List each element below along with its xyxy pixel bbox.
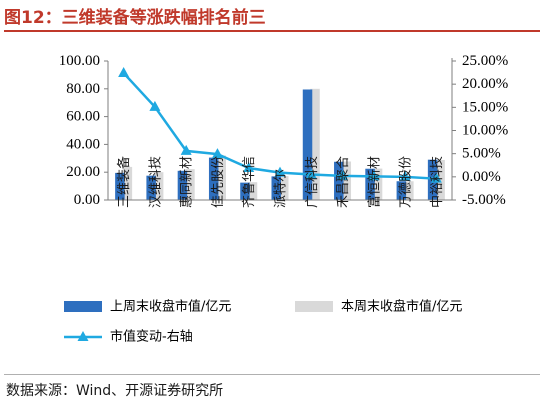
bar-this-week [122,166,133,200]
bar-last-week [396,181,407,200]
bar-last-week [240,182,250,200]
y-right-tick-label: 10.00% [462,123,508,139]
bar-last-week [146,175,156,200]
legend-label-change: 市值变动-右轴 [110,329,193,345]
change-line [122,72,437,180]
legend-swatch-this-week [295,301,333,312]
change-point [149,100,161,111]
category-label: 汉维科技 [148,156,163,208]
y-right-tick-label: 5.00% [462,146,501,162]
bar-last-week [208,157,219,200]
bar-this-week [310,88,320,200]
category-label: 禾昌聚合 [336,156,351,208]
bar-last-week [302,89,313,200]
y-left-tick-label: 80.00 [66,81,100,97]
y-left-tick-label: 0.00 [74,192,100,208]
change-point [211,148,223,159]
change-point [180,144,192,155]
axes-layer: 0.00 20.00 40.00 60.00 80.00 100.00 -5.00% 0.00… [59,53,509,208]
category-label: 广信科技 [305,156,320,208]
legend-marker-change [77,331,89,341]
y-left-tick-label: 100.00 [59,53,100,69]
bar-last-week [115,172,125,200]
y-right-tick-label: -5.00% [462,192,506,208]
line-layer [118,67,442,183]
source-note: 数据来源：Wind、开源证券研究所 [6,383,224,399]
title-rule [4,30,540,32]
legend-label-last-week: 上周末收盘市值/亿元 [110,299,231,315]
y-left-tick-label: 40.00 [66,136,100,152]
change-point [243,162,255,173]
y-right-tick-label: 25.00% [462,53,508,69]
change-point [337,169,349,180]
bar-this-week [341,161,352,200]
change-point [430,172,442,183]
bar-last-week [334,161,344,200]
bar-this-week [279,176,289,200]
category-label: 富恒新材 [366,156,382,208]
category-label: 佳先股份 [211,156,226,208]
bar-this-week [404,181,414,200]
category-labels: 三维装备 汉维科技 惠同新材 佳先股份 齐鲁华信 派特尔 广信科技 禾昌聚合 富恒新材 万德股份 中… [116,156,445,208]
y-right-tick-label: 15.00% [462,99,508,115]
legend-label-this-week: 本周末收盘市值/亿元 [341,299,462,315]
category-label: 三维装备 [116,156,132,208]
y-right-tick-label: 0.00% [462,169,501,185]
figure-title: 图12：三维装备等涨跌幅排名前三 [4,8,266,28]
category-label: 中裕科技 [430,156,445,208]
change-point [305,168,317,179]
bar-this-week [185,169,195,200]
bar-this-week [216,155,226,200]
legend-swatch-last-week [64,301,102,312]
change-point [274,166,286,177]
bar-last-week [177,170,188,200]
chart-svg: 0.00 20.00 40.00 60.00 80.00 100.00 -5.00% 0.00… [59,53,509,345]
y-right-tick-label: 20.00% [462,76,508,92]
bar-this-week [372,168,383,200]
category-label: 惠同新材 [179,156,195,208]
footer-rule [4,374,540,375]
category-label: 万德股份 [399,156,414,208]
change-point [368,170,380,181]
change-point [399,170,411,181]
category-label: 齐鲁华信 [241,156,257,208]
y-left-tick-label: 60.00 [66,109,100,125]
y-left-tick-label: 20.00 [66,164,100,180]
bar-this-week [247,182,258,200]
change-point [118,67,130,78]
bar-last-week [365,168,375,200]
bar-last-week [271,176,281,200]
category-label: 派特尔 [274,169,289,208]
bar-this-week [153,172,164,200]
